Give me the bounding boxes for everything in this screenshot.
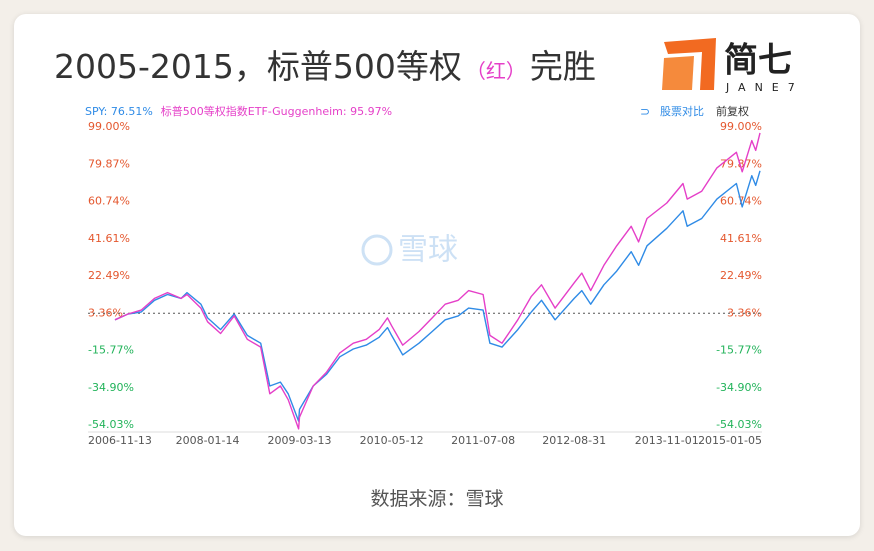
chart: 雪球 ⊃ 股票对比 前复权 SPY: 76.51% 标普500等权指数ETF-Gu…	[85, 104, 762, 447]
card: 2005-2015，标普500等权 （红） 完胜 简七 JANE7 数据来源：雪球	[14, 14, 860, 536]
watermark: 雪球	[361, 233, 458, 268]
y-tick-label: 41.61%	[88, 232, 130, 245]
y-tick-label: 79.87%	[88, 157, 130, 170]
logo-sub: JANE7	[725, 81, 804, 94]
series-line	[114, 132, 761, 430]
logo-mark	[662, 56, 694, 90]
legend-name: 标普500等权指数ETF-Guggenheim	[161, 104, 343, 118]
y2-tick-label: -54.03%	[716, 418, 762, 431]
y-tick-label: -54.03%	[88, 418, 134, 431]
title: 2005-2015，标普500等权 （红） 完胜	[54, 40, 596, 88]
footer: 数据来源：雪球	[370, 488, 504, 510]
y2-tick-label: 79.87%	[720, 157, 762, 170]
watermark-text: 雪球	[398, 233, 458, 268]
x-tick-label: 2011-07-08	[451, 434, 515, 447]
x-tick-label: 2008-01-14	[176, 434, 240, 447]
x-tick-label: 2015-01-05	[698, 434, 762, 447]
y2-tick-label: 22.49%	[720, 269, 762, 282]
title-end: 完胜	[529, 47, 596, 86]
legend-value: : 95.97%	[343, 105, 392, 118]
y-tick-label: -15.77%	[88, 344, 134, 357]
title-text: 2005-2015，标普500等权	[54, 47, 462, 86]
x-tick-label: 2006-11-13	[88, 434, 152, 447]
y2-tick-label: -34.90%	[716, 381, 762, 394]
watermark-icon	[361, 234, 393, 266]
legend-value: : 76.51%	[104, 105, 153, 118]
logo-mark	[664, 38, 716, 90]
y-tick-label: 3.36%	[88, 306, 123, 319]
y2-tick-label: 99.00%	[720, 120, 762, 133]
x-tick-label: 2009-03-13	[268, 434, 332, 447]
y-tick-label: -34.90%	[88, 381, 134, 394]
y-tick-label: 60.74%	[88, 195, 130, 208]
legend-entry: 标普500等权指数ETF-Guggenheim: 95.97%	[161, 104, 392, 118]
x-tick-label: 2012-08-31	[542, 434, 606, 447]
y-tick-label: 22.49%	[88, 269, 130, 282]
compare-button[interactable]: 股票对比	[660, 104, 704, 118]
y2-tick-label: 41.61%	[720, 232, 762, 245]
logo-text: 简七	[724, 41, 792, 81]
legend-name: SPY	[85, 105, 105, 118]
title-highlight: （红）	[465, 59, 526, 83]
x-tick-label: 2010-05-12	[360, 434, 424, 447]
logo: 简七 JANE7	[662, 38, 804, 94]
y-tick-label: 99.00%	[88, 120, 130, 133]
control-icon[interactable]: ⊃	[640, 105, 650, 119]
legend-entry: SPY: 76.51%	[85, 105, 153, 118]
adjust-button[interactable]: 前复权	[716, 104, 749, 118]
x-tick-label: 2013-11-01	[635, 434, 699, 447]
y2-tick-label: -15.77%	[716, 344, 762, 357]
series-line	[114, 170, 761, 422]
